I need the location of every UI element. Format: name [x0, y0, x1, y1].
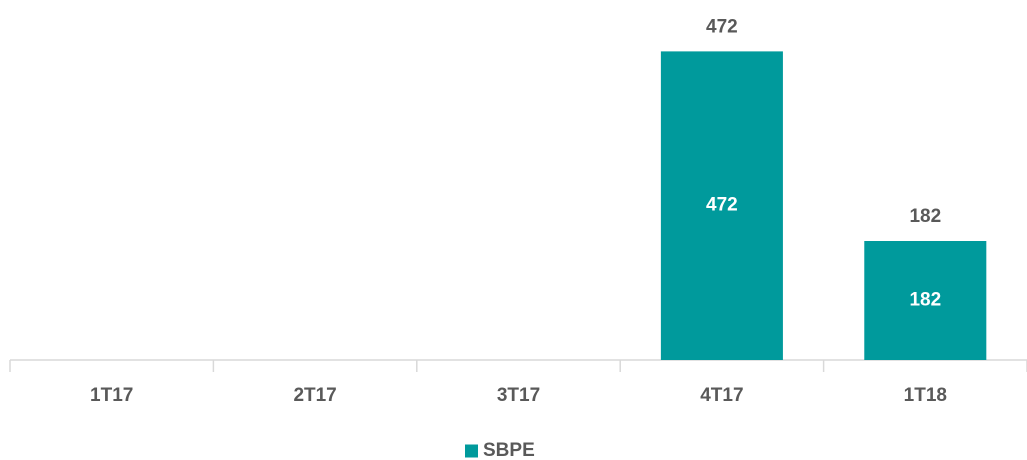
total-label: 182 [909, 206, 941, 227]
legend-swatch [465, 444, 478, 458]
total-label: 472 [706, 16, 738, 37]
x-tick-label: 1T17 [90, 385, 133, 406]
bar [864, 241, 987, 360]
bar-value-label: 182 [909, 290, 941, 311]
bar [660, 51, 783, 361]
x-tick-label: 2T17 [293, 385, 336, 406]
x-tick-label: 3T17 [497, 385, 540, 406]
legend-label: SBPE [483, 440, 535, 460]
x-tick-label: 1T18 [904, 385, 947, 406]
x-tick-label: 4T17 [700, 385, 743, 406]
bar-value-label: 472 [706, 195, 738, 216]
